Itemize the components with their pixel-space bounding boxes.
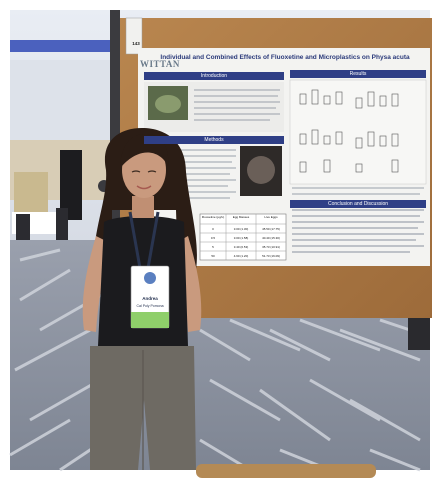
table-cell: 0.5 [210, 236, 216, 240]
table-header: Egg Masses [232, 215, 250, 219]
results-text-lines [292, 187, 424, 195]
neck [132, 196, 154, 218]
data-table-grid [200, 214, 286, 260]
table-row: 0.5 3.00 (1.58) 40.40 (15.30) [200, 234, 286, 243]
right-eye [147, 170, 157, 173]
table-header: Fluoxetine (µg/L) [201, 215, 225, 219]
hall-window [14, 172, 48, 212]
table-header-row: Fluoxetine (µg/L) Egg Masses Live Eggs [200, 215, 286, 224]
table-cell: 40.40 (15.30) [262, 236, 280, 240]
table-cell: 3.40 (0.53) [233, 245, 249, 249]
table-cell: 0 [212, 227, 214, 231]
table-row: 50 4.60 (1.20) 51.73 (16.09) [200, 252, 286, 261]
snail-shape [155, 95, 181, 113]
floor-rail [196, 464, 376, 478]
chair-right [56, 208, 68, 244]
smile [136, 185, 152, 190]
table-cell: 4.60 (1.20) [233, 254, 249, 258]
section-introduction: Introduction [144, 72, 284, 80]
poster-title: Individual and Combined Effects of Fluox… [160, 54, 410, 61]
table-cell: 3.00 (1.30) [233, 227, 249, 231]
left-eye [131, 170, 141, 173]
table-cell: 50 [211, 254, 215, 258]
results-charts [289, 79, 427, 185]
table-cell: 3.00 (1.58) [233, 236, 249, 240]
poster-logo: WITTAN [140, 59, 180, 69]
table-cell: 45.50 (17.75) [262, 227, 280, 231]
chair-left [16, 214, 30, 244]
badge-affiliation: Cal Poly Pomona [136, 304, 164, 308]
hall-wall [10, 60, 110, 140]
boxplots [299, 89, 399, 173]
section-methods: Methods [144, 136, 284, 144]
table-body: 0 3.00 (1.30) 45.50 (17.75) 0.5 3.00 (1.… [200, 225, 286, 261]
section-results: Results [290, 70, 426, 78]
badge-green-band [131, 312, 169, 328]
conclusion-text-lines [292, 209, 424, 253]
bag-right [408, 310, 430, 350]
blue-ceiling-light [10, 40, 110, 52]
poster-sign [125, 17, 143, 55]
table-cell: 5 [212, 245, 214, 249]
table-row: 0 3.00 (1.30) 45.50 (17.75) [200, 225, 286, 234]
badge-name: Andrea [142, 296, 158, 301]
methods-photo-dish [247, 156, 275, 184]
data-table [199, 213, 287, 261]
table-cell: 35.73 (10.91) [262, 245, 280, 249]
table-row: 5 3.40 (0.53) 35.73 (10.91) [200, 243, 286, 252]
table-cell: 51.73 (16.09) [262, 254, 280, 258]
badge-logo [144, 272, 156, 284]
section-conclusion: Conclusion and Discussion [290, 200, 426, 208]
hall-doorway [60, 150, 82, 220]
table-header: Live Eggs [264, 215, 278, 219]
intro-text-lines [194, 89, 280, 121]
lanyard [128, 211, 160, 269]
poster-sign-number: 143 [132, 41, 140, 46]
